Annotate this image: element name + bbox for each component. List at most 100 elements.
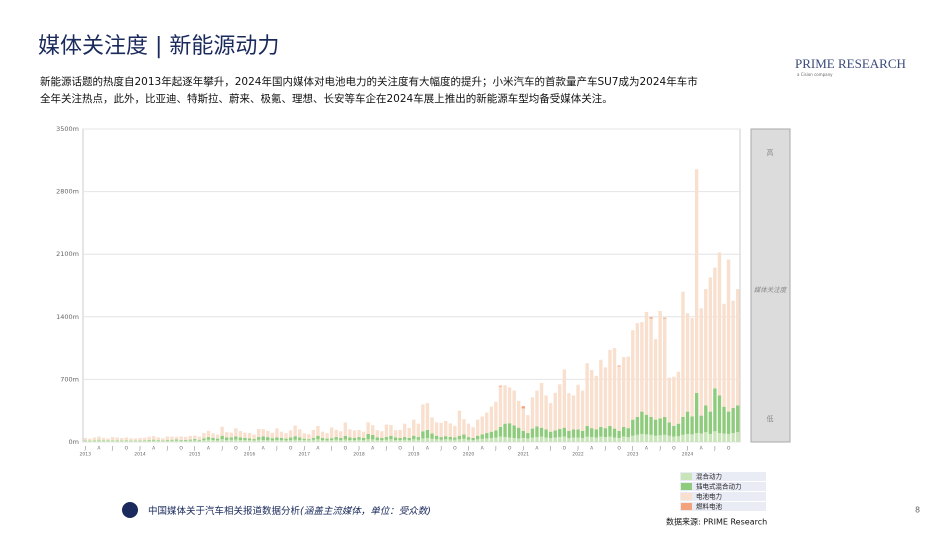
bar-segment — [266, 440, 269, 442]
bar-segment — [84, 438, 87, 440]
bar-segment — [403, 440, 406, 442]
bar-segment — [439, 440, 442, 442]
legend-label: 燃料电池 — [696, 502, 723, 511]
bar-segment — [704, 289, 707, 405]
bar-segment — [312, 430, 315, 438]
bar-segment — [125, 437, 128, 440]
bar-segment — [709, 412, 712, 434]
bar-segment — [134, 438, 137, 440]
bar-segment — [549, 403, 552, 432]
bar-segment — [449, 437, 452, 440]
bar-segment — [398, 430, 401, 438]
bar-segment — [252, 439, 255, 440]
year-label: 2016 — [244, 452, 256, 458]
bar-segment — [499, 386, 502, 387]
bar-segment — [540, 383, 543, 428]
bar-segment — [152, 436, 155, 440]
bar-segment — [462, 419, 465, 434]
bar-segment — [303, 440, 306, 442]
bar-segment — [599, 437, 602, 442]
bar-segment — [243, 433, 246, 438]
year-label: 2020 — [463, 452, 475, 458]
bar-segment — [485, 438, 488, 442]
bar-segment — [421, 431, 424, 438]
bar-segment — [668, 378, 671, 423]
bar-segment — [303, 439, 306, 440]
bar-segment — [280, 432, 283, 438]
x-tick-label: J — [220, 446, 222, 452]
bar-segment — [147, 440, 150, 441]
bar-segment — [225, 440, 228, 442]
bar-segment — [417, 437, 420, 440]
bar-segment — [321, 440, 324, 442]
bar-segment — [307, 439, 310, 440]
x-tick-label: A — [645, 446, 649, 452]
bar-segment — [658, 435, 661, 442]
bar-segment — [280, 440, 283, 442]
bar-segment — [189, 436, 192, 440]
x-tick-label: A — [481, 446, 485, 452]
bar-segment — [453, 438, 456, 440]
bar-segment — [722, 434, 725, 442]
bar-segment — [102, 441, 105, 442]
bar-segment — [184, 440, 187, 441]
bar-segment — [389, 425, 392, 436]
bar-segment — [289, 430, 292, 437]
bar-segment — [535, 437, 538, 442]
bar-segment — [312, 438, 315, 440]
bar-segment — [617, 438, 620, 442]
x-tick-label: J — [84, 446, 86, 452]
bar-segment — [713, 388, 716, 431]
bar-segment — [544, 438, 547, 442]
bar-segment — [627, 357, 630, 429]
bar-segment — [718, 252, 721, 395]
bar-segment — [654, 339, 657, 419]
bar-segment — [307, 434, 310, 439]
y-tick-label: 1400m — [56, 313, 79, 321]
bar-segment — [389, 439, 392, 442]
bar-segment — [335, 437, 338, 440]
bar-segment — [458, 436, 461, 440]
bar-segment — [357, 437, 360, 440]
bar-segment — [595, 438, 598, 442]
bar-segment — [284, 433, 287, 438]
footnote: 中国媒体关于汽车相关报道数据分析(涵盖主流媒体，单位：受众数) — [148, 505, 431, 517]
x-tick-label: J — [248, 446, 250, 452]
x-tick-label: J — [576, 446, 578, 452]
bar-segment — [339, 440, 342, 442]
bar-segment — [690, 318, 693, 416]
y-tick-label: 0m — [69, 438, 79, 446]
bar-segment — [298, 440, 301, 442]
bar-segment — [211, 440, 214, 442]
legend-swatch — [681, 493, 692, 500]
bar-segment — [189, 440, 192, 441]
bar-segment — [649, 317, 652, 318]
bar-segment — [572, 395, 575, 429]
bar-segment — [544, 429, 547, 437]
bar-segment — [125, 440, 128, 441]
x-tick-label: O — [672, 446, 676, 452]
bar-segment — [211, 438, 214, 440]
bar-segment — [640, 412, 643, 434]
bar-segment — [147, 441, 150, 442]
bar-segment — [353, 430, 356, 438]
bar-segment — [499, 387, 502, 427]
bar-segment — [134, 441, 137, 442]
bar-segment — [439, 423, 442, 437]
bar-segment — [700, 416, 703, 434]
bar-segment — [225, 438, 228, 441]
bar-segment — [330, 428, 333, 439]
bar-segment — [677, 436, 680, 442]
legend-swatch — [681, 473, 692, 480]
bar-segment — [535, 391, 538, 427]
bar-segment — [604, 367, 607, 428]
bar-segment — [590, 370, 593, 428]
bar-segment — [668, 436, 671, 442]
x-tick-label: O — [617, 446, 621, 452]
bar-segment — [207, 431, 210, 437]
bar-segment — [709, 277, 712, 411]
bar-segment — [84, 441, 87, 442]
bar-segment — [138, 441, 141, 442]
bar-segment — [522, 408, 525, 430]
bar-segment — [202, 438, 205, 440]
